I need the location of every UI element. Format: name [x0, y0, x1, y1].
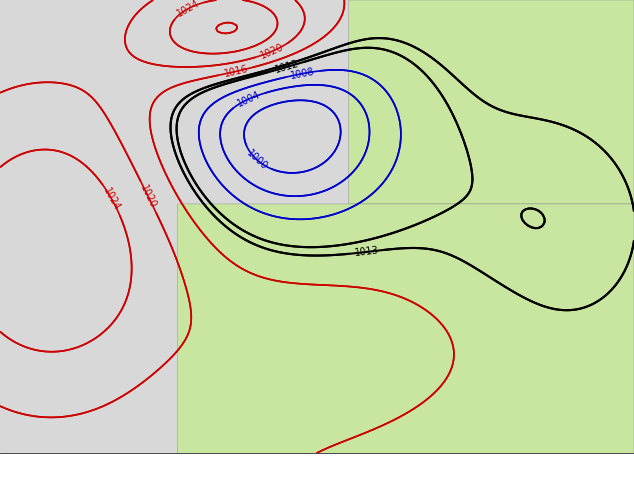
- Text: 1020: 1020: [259, 42, 285, 61]
- Text: Surface pressure [hPa] ECMWF: Surface pressure [hPa] ECMWF: [6, 463, 216, 476]
- Text: 1020: 1020: [138, 183, 158, 210]
- FancyBboxPatch shape: [178, 204, 634, 453]
- Text: 1012: 1012: [273, 59, 300, 75]
- Text: Th 06-06-2024 06:00 UTC (00+126): Th 06-06-2024 06:00 UTC (00+126): [387, 457, 628, 470]
- Text: 1013: 1013: [354, 245, 379, 258]
- FancyBboxPatch shape: [349, 0, 634, 204]
- Text: 1016: 1016: [223, 64, 249, 79]
- Polygon shape: [0, 0, 634, 453]
- Text: 1000: 1000: [244, 147, 269, 172]
- Text: 1004: 1004: [235, 90, 262, 109]
- Text: 1024: 1024: [175, 0, 201, 19]
- Text: ©weatheronline.co.uk: ©weatheronline.co.uk: [477, 474, 628, 488]
- Text: 1024: 1024: [101, 186, 122, 213]
- Text: 1008: 1008: [290, 67, 316, 81]
